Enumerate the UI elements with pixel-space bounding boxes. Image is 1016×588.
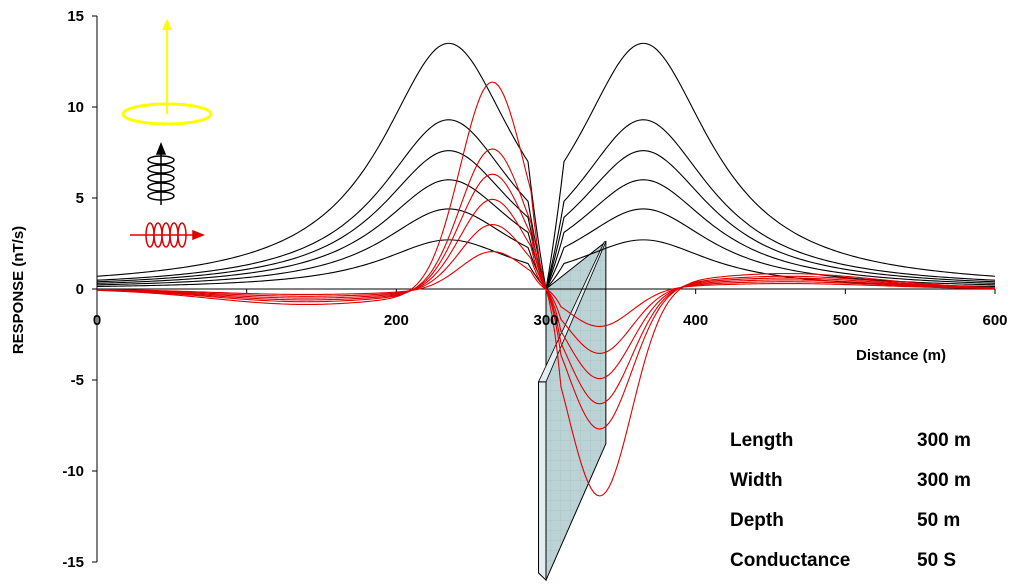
black-series-5 xyxy=(96,208,996,291)
x-tick-label: 200 xyxy=(384,312,409,329)
y-tick-label: 0 xyxy=(76,281,84,298)
vertical-coil-icon xyxy=(147,141,175,205)
x-tick-label: 400 xyxy=(683,312,708,329)
y-tick-label: 5 xyxy=(76,190,84,207)
param-value: 300 m xyxy=(917,470,971,491)
param-label: Length xyxy=(730,430,793,451)
black-series-2 xyxy=(96,119,996,290)
x-tick-label: 300 xyxy=(533,312,558,329)
y-tick-label: 10 xyxy=(67,99,84,116)
series xyxy=(96,42,996,497)
y-tick-label: -5 xyxy=(71,372,84,389)
y-tick-label: 15 xyxy=(67,8,84,25)
plate-edge xyxy=(538,381,547,582)
plate-face xyxy=(545,240,607,581)
y-axis-title: RESPONSE (nT/s) xyxy=(10,226,27,354)
red-series-6 xyxy=(96,251,996,327)
model-parameters: Length 300 m Width 300 m Depth 50 m Conductanc… xyxy=(730,430,971,571)
x-tick-label: 600 xyxy=(982,312,1007,329)
black-series-4 xyxy=(96,179,996,291)
conductor-plate xyxy=(537,240,607,582)
y-tick-label: -15 xyxy=(62,554,84,571)
param-label: Width xyxy=(730,470,783,491)
param-value: 50 S xyxy=(917,550,956,571)
param-label: Conductance xyxy=(730,550,850,571)
param-label: Depth xyxy=(730,510,784,531)
icons xyxy=(121,19,213,248)
horizontal-loop-icon xyxy=(121,19,213,126)
param-value: 50 m xyxy=(917,510,960,531)
x-tick-label: 100 xyxy=(234,312,259,329)
black-series-1 xyxy=(96,42,996,290)
plate-top xyxy=(537,241,607,383)
param-value: 300 m xyxy=(917,430,971,451)
black-series-6 xyxy=(96,239,996,290)
x-axis-title: Distance (m) xyxy=(856,347,946,364)
tick-labels: 15 10 5 0 -5 -10 -15 0 100 200 300 400 500 600 xyxy=(62,8,1007,571)
horizontal-coil-icon xyxy=(130,222,206,248)
y-tick-label: -10 xyxy=(62,463,84,480)
x-tick-label: 0 xyxy=(93,312,101,329)
x-tick-label: 500 xyxy=(833,312,858,329)
